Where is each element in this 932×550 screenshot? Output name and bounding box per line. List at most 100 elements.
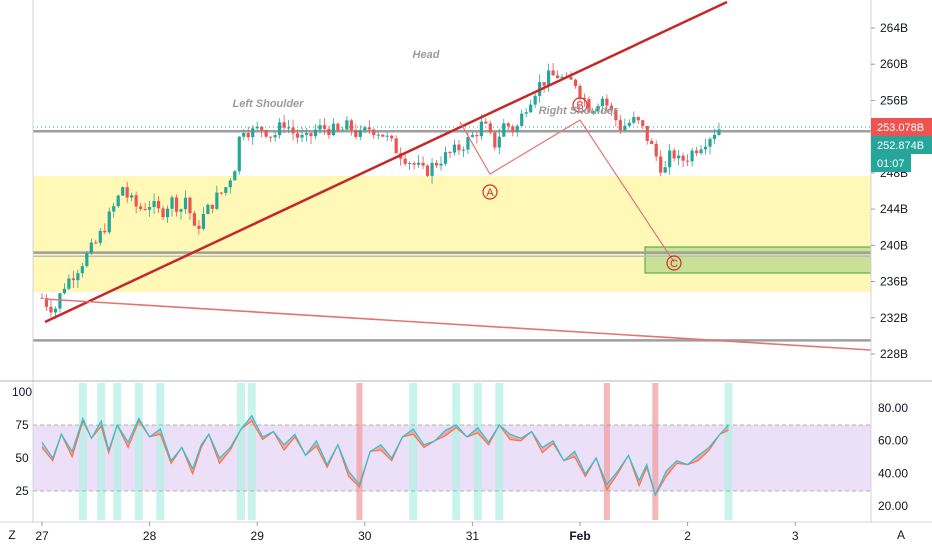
auto-scale-button[interactable]: A bbox=[897, 528, 905, 542]
candle bbox=[659, 150, 663, 177]
candle bbox=[309, 132, 313, 145]
candle bbox=[506, 122, 510, 131]
rising-trendline[interactable] bbox=[44, 0, 728, 324]
candle bbox=[555, 70, 560, 79]
overbought-shade bbox=[247, 383, 256, 520]
candle bbox=[116, 194, 120, 208]
candle bbox=[609, 102, 613, 117]
rsi-pane bbox=[33, 383, 871, 520]
candle bbox=[493, 132, 497, 151]
candle bbox=[112, 202, 116, 218]
candle bbox=[408, 161, 412, 170]
candle bbox=[596, 103, 600, 113]
oversold-shade bbox=[356, 383, 363, 520]
candle bbox=[452, 139, 457, 156]
candle bbox=[224, 186, 228, 196]
candle bbox=[439, 156, 443, 171]
candle bbox=[278, 118, 282, 139]
candle bbox=[174, 194, 179, 217]
candle bbox=[529, 99, 533, 114]
candle bbox=[654, 140, 658, 162]
rsi-right-axis: 20.00 40.00 60.00 80.00 bbox=[878, 401, 908, 513]
rsi-tick-label: 25 bbox=[15, 484, 29, 498]
candle bbox=[139, 202, 143, 212]
candle bbox=[282, 115, 286, 134]
price-tick-label: 256B bbox=[880, 93, 908, 107]
price-tick-label: 228B bbox=[880, 347, 908, 361]
candle bbox=[143, 202, 147, 211]
candle bbox=[605, 94, 609, 113]
candle bbox=[511, 124, 515, 137]
candle bbox=[587, 96, 591, 114]
candle bbox=[385, 131, 389, 142]
candle bbox=[148, 200, 152, 217]
rsi-left-axis: 25 50 75 100 bbox=[12, 385, 32, 498]
candle bbox=[717, 122, 721, 136]
rsi-tick-label: 75 bbox=[15, 418, 29, 432]
candle bbox=[417, 155, 421, 168]
candle bbox=[694, 146, 699, 157]
price-tick-label: 264B bbox=[880, 21, 908, 35]
head-label: Head bbox=[413, 49, 440, 61]
last-price-value: 253.078B bbox=[877, 122, 924, 134]
candle bbox=[94, 239, 98, 245]
candle bbox=[712, 129, 717, 145]
candle bbox=[703, 138, 708, 155]
falling-trendline[interactable] bbox=[44, 298, 872, 351]
candle bbox=[524, 108, 528, 118]
candle bbox=[304, 127, 309, 142]
time-tick-label: 27 bbox=[35, 529, 49, 543]
overbought-shade bbox=[452, 383, 461, 520]
candle bbox=[434, 159, 439, 169]
candle bbox=[206, 203, 210, 215]
candle bbox=[255, 121, 259, 131]
countdown-tag: 01:07 bbox=[871, 154, 911, 172]
candle bbox=[165, 205, 170, 223]
candle bbox=[367, 120, 371, 135]
wave-b-label: B bbox=[576, 100, 583, 112]
overbought-shade bbox=[97, 383, 106, 520]
consolidation-zone bbox=[33, 176, 871, 292]
candle bbox=[318, 118, 322, 134]
candle bbox=[690, 147, 694, 167]
candle bbox=[578, 83, 582, 102]
candle bbox=[425, 163, 430, 177]
candle bbox=[183, 190, 188, 214]
price-tick-label: 232B bbox=[880, 311, 908, 325]
price-tick-label: 244B bbox=[880, 202, 908, 216]
candle bbox=[641, 119, 645, 130]
candle bbox=[233, 169, 237, 181]
overbought-shade bbox=[156, 383, 165, 520]
candle bbox=[242, 129, 246, 141]
timezone-button[interactable]: Z bbox=[8, 528, 15, 542]
candle bbox=[650, 138, 654, 145]
rsi-main-line bbox=[41, 414, 729, 497]
wave-projection[interactable] bbox=[459, 119, 675, 263]
stoch-tick-label: 80.00 bbox=[878, 401, 908, 415]
candle bbox=[699, 145, 703, 156]
candle bbox=[273, 132, 277, 142]
candle bbox=[600, 96, 605, 113]
candle bbox=[354, 124, 358, 140]
candle bbox=[62, 283, 67, 295]
candle bbox=[89, 238, 93, 256]
candle bbox=[188, 196, 192, 220]
overbought-shade bbox=[113, 383, 122, 520]
target-zone[interactable] bbox=[644, 246, 872, 274]
candle bbox=[156, 195, 161, 213]
candle bbox=[573, 78, 578, 89]
candle bbox=[246, 126, 250, 141]
candle bbox=[336, 122, 340, 133]
candle bbox=[269, 136, 273, 143]
candle bbox=[76, 269, 80, 288]
candle bbox=[71, 270, 75, 289]
candle bbox=[551, 62, 555, 76]
time-axis[interactable]: 27 28 29 30 31 Feb 2 3 bbox=[35, 522, 799, 543]
last-price-tag: 253.078B bbox=[871, 118, 932, 136]
overbought-shade bbox=[409, 383, 418, 520]
key-levels bbox=[33, 129, 871, 342]
candle bbox=[179, 208, 183, 220]
candle bbox=[443, 146, 448, 166]
candle bbox=[121, 186, 125, 196]
